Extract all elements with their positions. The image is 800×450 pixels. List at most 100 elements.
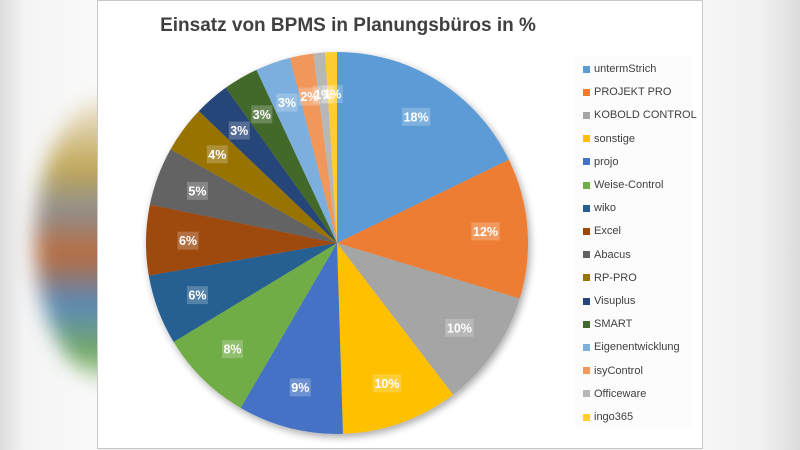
legend-label: Excel [594, 225, 621, 238]
chart-panel: Einsatz von BPMS in Planungsbüros in % 1… [97, 0, 703, 449]
legend-label: ingo365 [594, 411, 634, 423]
pie-slice-isycontrol [289, 53, 337, 243]
legend-item: Eigenentwicklung [583, 339, 680, 355]
legend-swatch [583, 111, 590, 119]
svg-text:3%: 3% [230, 124, 248, 138]
data-label: 3% [276, 93, 298, 112]
data-label: 5% [186, 181, 208, 200]
legend-item: isyControl [583, 363, 643, 379]
legend-swatch [583, 88, 590, 96]
legend-swatch [583, 297, 590, 305]
svg-text:1%: 1% [323, 88, 341, 102]
chart-legend: untermStrich PROJEKT PRO KOBOLD CONTROL son… [575, 56, 697, 429]
data-label: 4% [206, 145, 228, 164]
legend-swatch [583, 158, 590, 166]
legend-label: KOBOLD CONTROL [594, 109, 697, 122]
svg-text:1%: 1% [314, 88, 332, 102]
data-label: 10% [445, 318, 474, 337]
legend-item: untermStrich [583, 61, 656, 77]
data-label: 1% [321, 85, 343, 104]
pie-slice-projo [240, 243, 343, 435]
legend-swatch [583, 251, 590, 259]
pie-slice-ingo365 [325, 52, 337, 243]
pie-slice-kobold-control [337, 243, 520, 395]
legend-swatch [583, 227, 590, 235]
legend-swatch [583, 274, 590, 282]
data-label: 1% [312, 85, 334, 104]
svg-text:6%: 6% [188, 289, 206, 303]
data-label: 12% [471, 222, 500, 241]
pie-slice-eigenentwicklung [256, 57, 337, 243]
pie-slice-weise-control [173, 243, 337, 408]
pie-slice-wiko [148, 243, 337, 342]
legend-swatch [583, 413, 590, 421]
blurred-background-right [703, 0, 800, 450]
legend-label: Weise-Control [594, 179, 664, 191]
legend-label: SMART [594, 318, 633, 331]
data-label: 18% [401, 107, 431, 126]
svg-text:4%: 4% [208, 148, 226, 162]
pie-slice-abacus [149, 149, 337, 243]
legend-label: projo [594, 155, 619, 168]
svg-text:6%: 6% [179, 234, 197, 248]
svg-text:3%: 3% [278, 96, 296, 110]
svg-text:5%: 5% [188, 184, 206, 198]
pie-slice-projekt-pro [337, 159, 528, 299]
pie-slice-sonstige [337, 243, 454, 434]
legend-item: Visuplus [583, 293, 635, 309]
svg-text:3%: 3% [253, 108, 271, 122]
legend-item: wiko [583, 200, 616, 216]
legend-label: Eigenentwicklung [594, 341, 680, 354]
legend-label: PROJEKT PRO [594, 86, 672, 99]
data-label: 3% [228, 121, 250, 140]
chart-title: Einsatz von BPMS in Planungsbüros in % [160, 15, 536, 36]
legend-label: sonstige [594, 132, 635, 145]
blurred-pie-reflection [35, 95, 97, 385]
legend-swatch [583, 135, 590, 143]
pie-slice-smart [225, 69, 337, 243]
data-label: 2% [298, 87, 320, 106]
legend-label: Officeware [594, 387, 647, 400]
legend-label: untermStrich [594, 63, 657, 75]
legend-item: projo [583, 154, 618, 170]
legend-item: SMART [583, 316, 632, 332]
legend-label: Abacus [594, 248, 631, 261]
legend-item: ingo365 [583, 409, 633, 425]
svg-text:10%: 10% [374, 377, 399, 391]
data-label: 6% [177, 231, 199, 250]
legend-item: Excel [583, 223, 621, 239]
blurred-background-left [0, 0, 97, 450]
pie-slice-untermstrich [337, 52, 509, 243]
legend-item: Officeware [583, 386, 646, 402]
legend-swatch [583, 390, 590, 398]
svg-text:18%: 18% [404, 110, 429, 124]
legend-swatch [583, 343, 590, 351]
legend-swatch [583, 320, 590, 328]
pie-slice-rp-pro [170, 111, 337, 243]
pie-slice-excel [146, 204, 337, 276]
legend-item: sonstige [583, 131, 635, 147]
legend-label: Visuplus [594, 295, 636, 307]
legend-swatch [583, 181, 590, 189]
svg-text:10%: 10% [447, 321, 472, 335]
legend-swatch [583, 65, 590, 73]
data-label: 8% [221, 340, 243, 359]
legend-swatch [583, 204, 590, 212]
legend-swatch [583, 367, 590, 375]
pie-chart: 18%12%10%10%9%8%6%6%5%4%3%3%3%2%1%1% [146, 52, 528, 435]
pie-slice-visuplus [198, 87, 337, 243]
legend-label: RP-PRO [594, 271, 637, 284]
legend-item: Abacus [583, 247, 631, 263]
legend-label: wiko [594, 202, 617, 215]
legend-label: isyControl [594, 364, 643, 377]
pie-slice-officeware [313, 52, 337, 243]
data-label: 3% [251, 105, 273, 124]
svg-text:2%: 2% [300, 90, 318, 104]
data-label: 9% [289, 378, 311, 397]
legend-item: RP-PRO [583, 270, 637, 286]
legend-item: Weise-Control [583, 177, 664, 193]
svg-text:9%: 9% [291, 381, 309, 395]
legend-item: PROJEKT PRO [583, 84, 671, 100]
data-label: 10% [372, 374, 402, 393]
svg-text:12%: 12% [473, 225, 498, 239]
